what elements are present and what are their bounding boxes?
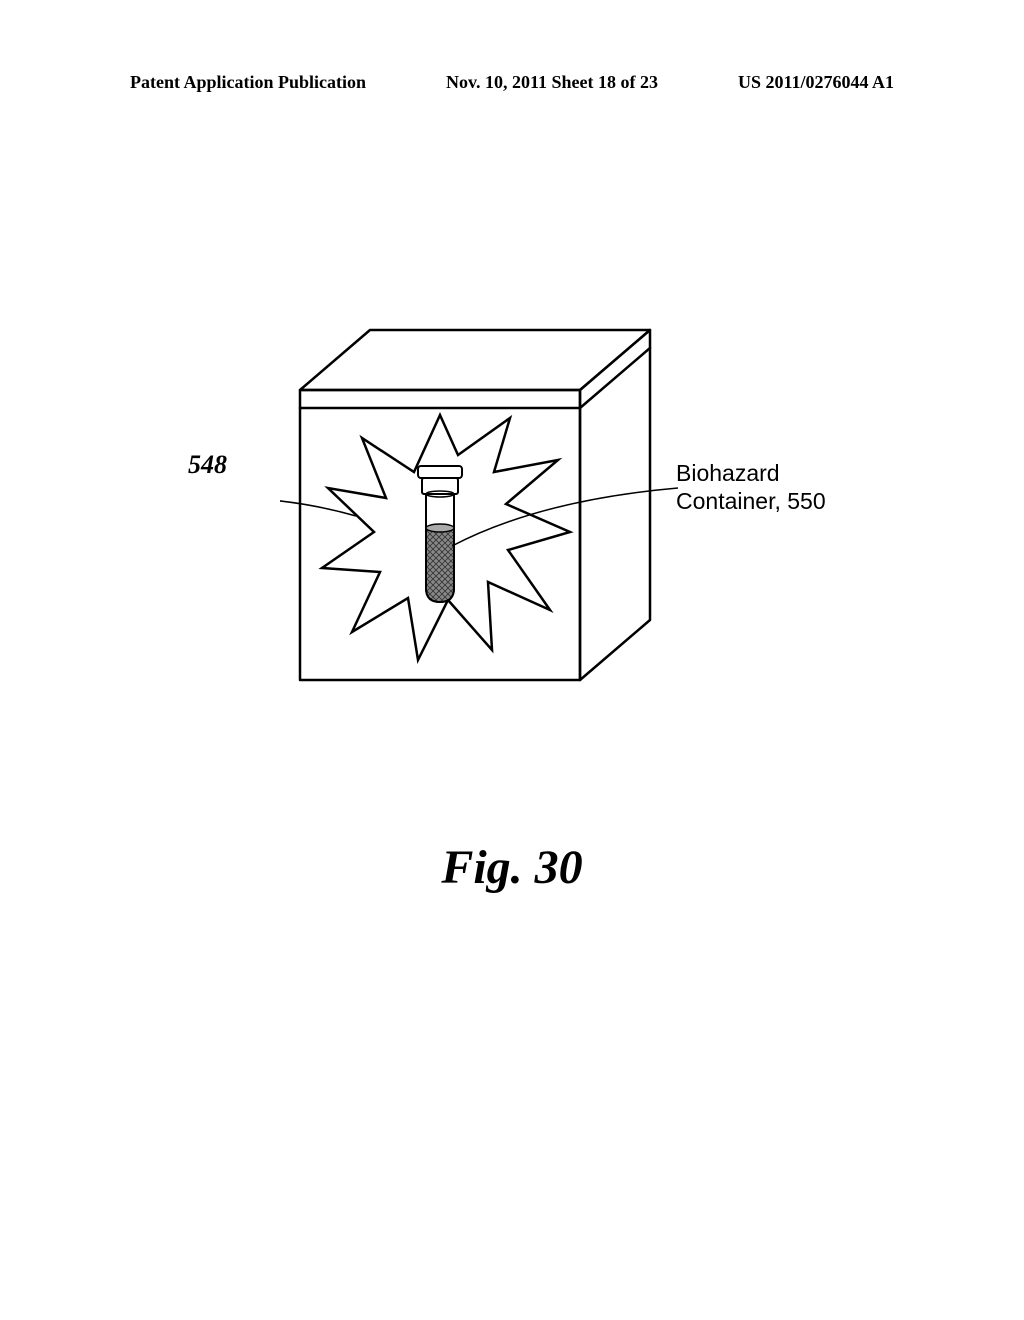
leader-550 <box>452 488 678 546</box>
test-tube <box>418 466 462 602</box>
figure-area: 548 Biohazard Container, 550 <box>0 260 1024 760</box>
header-center: Nov. 10, 2011 Sheet 18 of 23 <box>446 72 658 93</box>
diagram-svg <box>280 300 700 720</box>
header-left: Patent Application Publication <box>130 72 366 93</box>
ref-label-548: 548 <box>188 450 227 480</box>
leader-548 <box>280 498 356 516</box>
header-right: US 2011/0276044 A1 <box>738 72 894 93</box>
figure-caption: Fig. 30 <box>0 840 1024 895</box>
diagram-svg-wrap <box>280 300 700 725</box>
box-3d <box>300 330 650 680</box>
